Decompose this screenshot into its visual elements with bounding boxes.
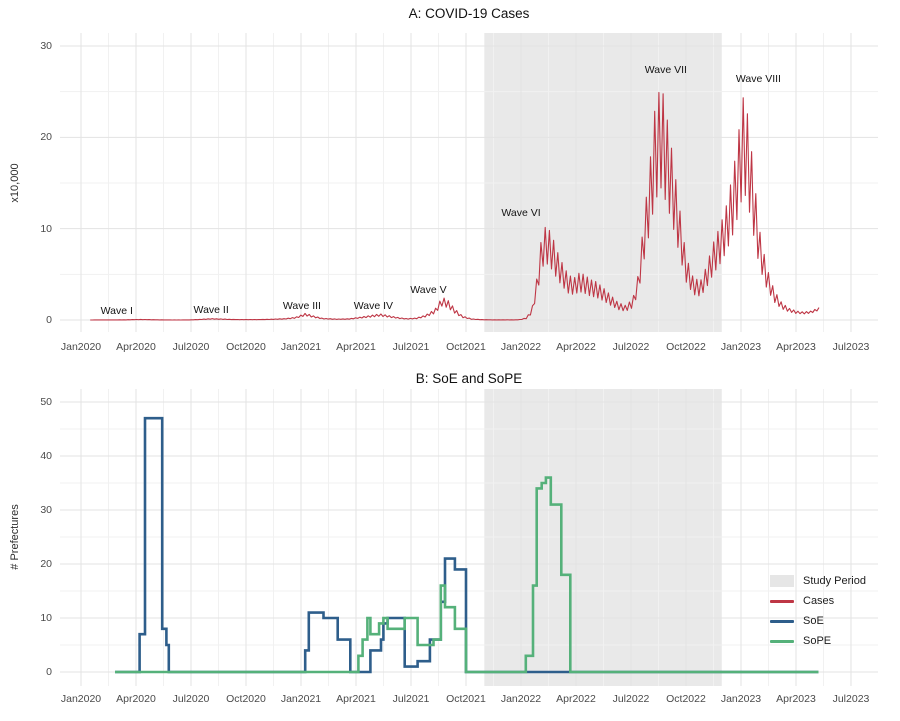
x-tick-label-b: Jan2021 [280, 693, 322, 705]
x-tick-label-b: Jul2021 [392, 693, 430, 705]
panel-b-title: B: SoE and SoPE [415, 371, 523, 386]
panel-b-y-axis-title: # Prefectures [9, 504, 21, 570]
legend-item-soe: SoE [770, 611, 866, 631]
sope-line-swatch [770, 639, 794, 643]
y-tick-label-b: 50 [40, 396, 52, 408]
x-tick-label-b: Apr2020 [116, 693, 156, 705]
x-tick-label-a: Jul2021 [392, 341, 430, 353]
panel-a-title: A: COVID-19 Cases [408, 6, 530, 21]
x-tick-label-b: Apr2022 [556, 693, 596, 705]
x-tick-label-a: Oct2022 [666, 341, 706, 353]
y-tick-label-a: 0 [46, 314, 52, 326]
legend-label-soe: SoE [803, 615, 824, 627]
wave-annotation: Wave VI [501, 207, 541, 220]
y-tick-label-b: 30 [40, 504, 52, 516]
wave-annotation: Wave VIII [735, 72, 781, 85]
cases-line-swatch [770, 599, 794, 603]
legend-item-study-period: Study Period [770, 571, 866, 591]
x-tick-label-b: Jan2022 [500, 693, 542, 705]
study-period-swatch [770, 575, 794, 587]
x-tick-label-a: Apr2020 [116, 341, 156, 353]
wave-annotation: Wave V [410, 283, 447, 296]
x-tick-label-b: Oct2021 [446, 693, 486, 705]
y-tick-label-a: 30 [40, 40, 52, 52]
x-tick-label-a: Jan2022 [500, 341, 542, 353]
wave-annotation: Wave VII [644, 63, 687, 76]
x-tick-label-a: Apr2022 [556, 341, 596, 353]
y-tick-label-a: 20 [40, 131, 52, 144]
y-tick-label-b: 0 [46, 666, 52, 678]
cases-line [90, 91, 820, 321]
y-tick-label-b: 10 [40, 612, 52, 624]
minor-gridlines [60, 33, 878, 332]
x-tick-label-b: Oct2020 [226, 693, 266, 705]
x-tick-label-a: Jan2021 [280, 341, 322, 353]
x-tick-label-a: Apr2021 [336, 341, 376, 353]
legend-item-cases: Cases [770, 591, 866, 611]
panel-a-y-axis-title: x10,000 [9, 163, 21, 203]
y-tick-label-a: 10 [40, 222, 52, 235]
x-tick-label-a: Jan2020 [60, 341, 102, 353]
x-tick-label-b: Jan2020 [60, 693, 102, 705]
sope-line [115, 476, 819, 674]
x-tick-label-a: Jul2020 [172, 341, 210, 353]
x-tick-label-a: Oct2020 [226, 341, 266, 353]
legend-item-sope: SoPE [770, 631, 866, 651]
wave-annotation: Wave I [100, 304, 133, 317]
legend-label-cases: Cases [803, 595, 835, 607]
x-tick-label-b: Apr2021 [336, 693, 376, 705]
soe-line-swatch [770, 619, 794, 623]
x-tick-label-b: Jul2023 [832, 693, 870, 705]
x-tick-label-b: Jul2020 [172, 693, 210, 705]
x-tick-label-b: Oct2022 [666, 693, 706, 705]
x-tick-label-b: Apr2023 [776, 693, 816, 705]
wave-annotation: Wave III [282, 300, 321, 313]
x-tick-label-a: Oct2021 [446, 341, 486, 353]
legend: Study Period Cases SoE SoPE [770, 571, 866, 651]
y-tick-label-b: 20 [40, 558, 52, 570]
wave-annotation: Wave IV [353, 300, 394, 313]
wave-annotation: Wave II [193, 303, 229, 316]
x-tick-label-a: Apr2023 [776, 341, 816, 353]
x-tick-label-a: Jul2022 [612, 341, 650, 353]
legend-label-sope: SoPE [803, 635, 832, 647]
major-gridlines [60, 33, 878, 332]
x-tick-label-a: Jan2023 [720, 341, 762, 353]
x-tick-label-b: Jul2022 [612, 693, 650, 705]
x-tick-label-b: Jan2023 [720, 693, 762, 705]
x-tick-label-a: Jul2023 [832, 341, 870, 353]
minor-gridlines [60, 389, 878, 686]
legend-label-study-period: Study Period [803, 575, 866, 587]
y-tick-label-b: 40 [40, 450, 52, 462]
